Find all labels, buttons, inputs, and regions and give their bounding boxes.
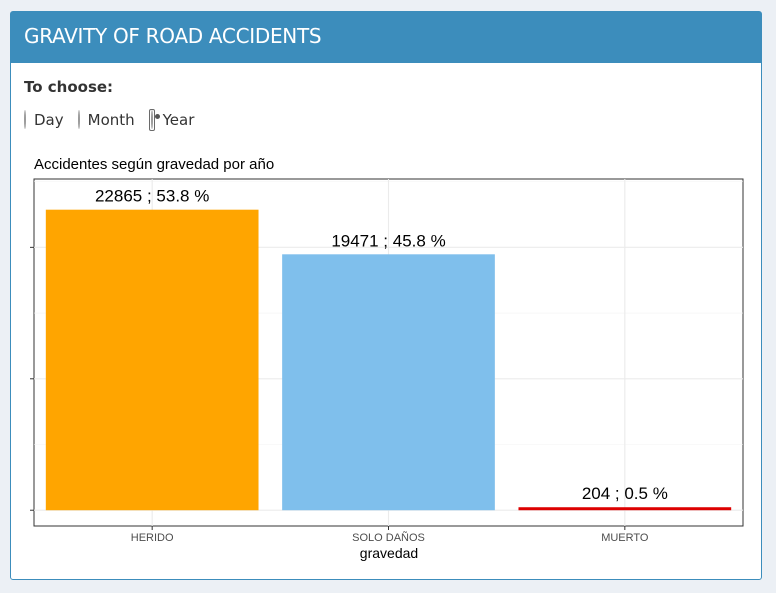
x-tick-label: MUERTO	[601, 532, 649, 544]
radio-year-circle[interactable]	[150, 110, 153, 129]
radio-day[interactable]: Day	[24, 110, 64, 129]
x-tick-label: SOLO DAÑOS	[352, 531, 425, 544]
radio-year[interactable]: Year	[148, 109, 195, 131]
bar-herido	[45, 209, 259, 511]
panel-title: GRAVITY OF ROAD ACCIDENTS	[24, 24, 322, 48]
bar-muerto	[518, 507, 732, 511]
period-radio-group: Day Month Year	[24, 109, 208, 131]
x-tick-label: HERIDO	[131, 532, 174, 544]
data-label: 22865 ; 53.8 %	[95, 187, 209, 206]
axis-ticks: HERIDO SOLO DAÑOS MUERTO	[30, 246, 649, 544]
radio-day-circle[interactable]	[24, 110, 26, 129]
radio-year-label[interactable]: Year	[162, 111, 195, 129]
bars	[45, 209, 732, 511]
data-label: 204 ; 0.5 %	[582, 484, 668, 503]
bar-solo-da-os	[282, 254, 495, 511]
radio-month-label[interactable]: Month	[87, 111, 135, 129]
data-label: 19471 ; 45.8 %	[331, 231, 445, 250]
x-axis-title: gravedad	[360, 545, 418, 561]
chart-title: Accidentes según gravedad por año	[34, 156, 274, 173]
radio-month[interactable]: Month	[77, 110, 135, 129]
radio-day-label[interactable]: Day	[34, 111, 64, 129]
choose-label: To choose:	[24, 78, 114, 96]
radio-month-circle[interactable]	[77, 110, 80, 129]
panel-header: GRAVITY OF ROAD ACCIDENTS	[11, 12, 761, 63]
data-labels: 22865 ; 53.8 % 19471 ; 45.8 % 204 ; 0.5 %	[95, 187, 668, 504]
